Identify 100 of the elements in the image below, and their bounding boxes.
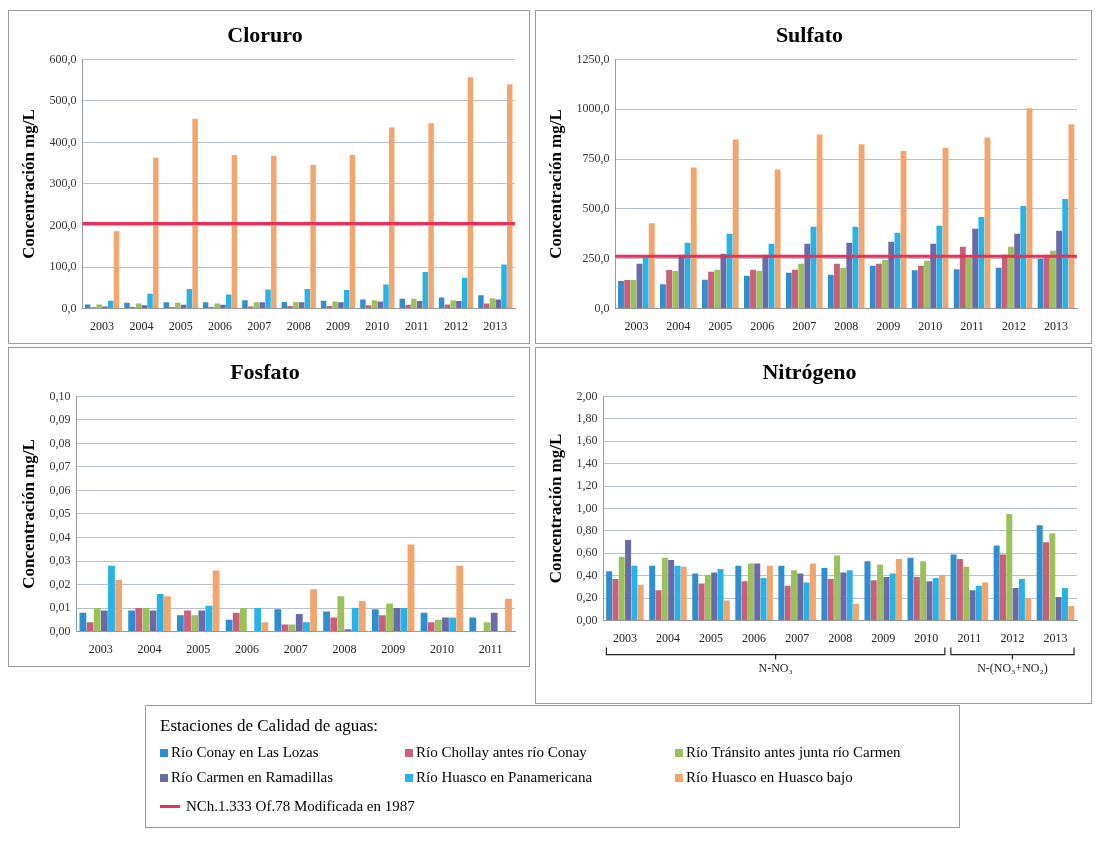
y-axis-title: Concentración mg/L — [545, 109, 565, 259]
bar — [434, 619, 442, 632]
y-axis-title: Concentración mg/L — [18, 109, 38, 259]
bar — [883, 576, 890, 621]
y-tick-label: 0,0 — [61, 300, 77, 315]
bar — [917, 265, 924, 309]
x-tick-label: 2004 — [666, 318, 691, 333]
y-tick-label: 2,00 — [576, 388, 598, 403]
bar — [156, 593, 164, 632]
bar — [723, 600, 730, 621]
bar — [809, 563, 816, 621]
x-tick-label: 2006 — [742, 630, 767, 645]
y-tick-label: 0,08 — [49, 435, 71, 450]
bar — [323, 611, 330, 632]
y-tick-label: 600,0 — [49, 51, 77, 66]
x-tick-label: 2003 — [624, 318, 649, 333]
bar — [804, 243, 811, 309]
x-tick-label: 2012 — [1000, 630, 1025, 645]
bar — [478, 295, 484, 309]
bar — [790, 570, 797, 621]
bar — [975, 585, 982, 621]
bar — [1061, 588, 1068, 621]
bar — [668, 560, 675, 621]
bar — [959, 246, 966, 309]
bar — [754, 563, 761, 621]
bar — [963, 566, 970, 621]
y-axis-title: Concentración mg/L — [18, 439, 38, 589]
bar — [141, 305, 148, 309]
bar — [377, 301, 383, 309]
x-tick-label: 2007 — [283, 641, 308, 656]
x-tick-label: 2008 — [828, 630, 853, 645]
bar — [869, 265, 876, 309]
bar — [449, 617, 457, 632]
bar — [797, 573, 804, 621]
bar — [86, 622, 94, 632]
bar — [1055, 597, 1062, 621]
y-tick-label: 100,0 — [49, 259, 77, 274]
bar — [507, 84, 513, 309]
bar — [310, 589, 317, 632]
y-tick-label: 400,0 — [49, 134, 77, 149]
bar — [936, 225, 943, 309]
x-tick-label: 2011 — [957, 630, 982, 645]
bar — [846, 242, 853, 309]
x-tick-label: 2010 — [918, 318, 943, 333]
legend-label: Río Conay en Las Lozas — [171, 744, 319, 761]
bar — [175, 302, 181, 309]
bar — [220, 304, 226, 309]
bar — [1062, 198, 1069, 309]
y-tick-label: 0,05 — [49, 506, 71, 521]
x-tick-label: 2008 — [286, 318, 311, 333]
bar — [115, 579, 123, 632]
bar — [778, 565, 785, 621]
bar — [438, 297, 445, 309]
bar — [338, 302, 344, 309]
bar — [999, 554, 1006, 621]
bar — [1037, 258, 1044, 309]
bar — [351, 608, 359, 632]
legend-label: Río Huasco en Panamericana — [416, 769, 593, 786]
x-tick-label: 2012 — [1002, 318, 1027, 333]
bar — [624, 280, 631, 309]
bar — [876, 263, 882, 309]
x-tick-label: 2006 — [234, 641, 259, 656]
x-tick-label: 2009 — [326, 318, 351, 333]
bar — [894, 232, 901, 309]
bar — [422, 272, 429, 309]
x-tick-label: 2011 — [478, 641, 503, 656]
bar — [852, 603, 859, 621]
bar — [416, 301, 423, 309]
bar — [379, 615, 386, 632]
bar — [798, 263, 805, 309]
y-tick-label: 750,0 — [582, 151, 610, 166]
bar — [760, 578, 767, 621]
y-tick-label: 0,06 — [49, 482, 71, 497]
bar — [1056, 230, 1063, 309]
x-tick-label: 2007 — [785, 630, 810, 645]
bar — [124, 302, 130, 309]
y-tick-label: 0,02 — [49, 576, 71, 591]
bar — [288, 624, 296, 632]
bar — [618, 281, 624, 309]
bar — [1025, 598, 1032, 621]
bar — [642, 255, 649, 309]
bar — [450, 300, 456, 309]
bar — [332, 301, 338, 309]
bar — [711, 572, 718, 621]
bar — [630, 280, 637, 309]
y-tick-label: 0,07 — [49, 459, 71, 474]
y-tick-label: 200,0 — [49, 217, 77, 232]
bar — [135, 608, 143, 632]
x-tick-label: 2010 — [914, 630, 939, 645]
x-tick-label: 2006 — [750, 318, 775, 333]
y-axis-title: Concentración mg/L — [545, 433, 565, 584]
bar — [966, 257, 972, 309]
bar — [1008, 246, 1014, 309]
bar — [785, 272, 792, 309]
bar — [612, 579, 619, 621]
legend-label: Río Tránsito antes junta río Carmen — [686, 744, 901, 761]
x-tick-label: 2010 — [429, 641, 454, 656]
bar — [469, 617, 477, 632]
bar — [467, 77, 474, 309]
y-tick-label: 0,00 — [576, 612, 598, 627]
